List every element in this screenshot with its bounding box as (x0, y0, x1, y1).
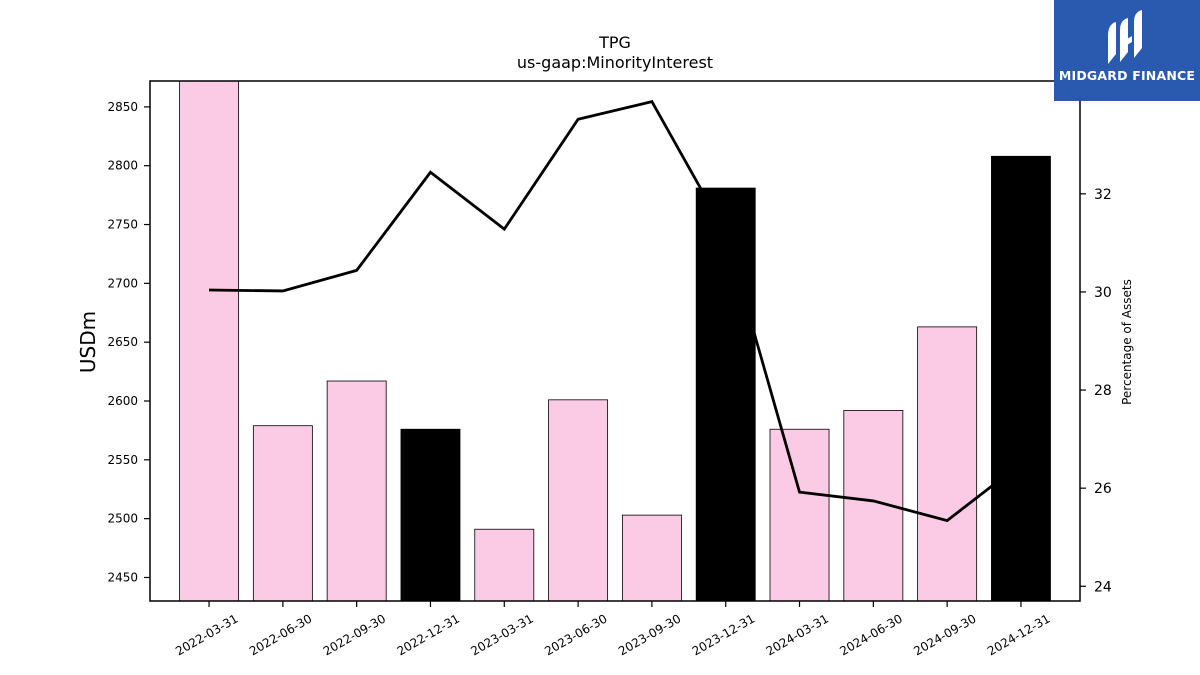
bar (252, 425, 313, 602)
bar (548, 399, 609, 602)
x-tick-label: 2023-06-30 (542, 611, 609, 658)
y-tick-label: 2750 (107, 218, 138, 232)
chart-title: TPG (598, 33, 631, 52)
y-tick-label: 2800 (107, 159, 138, 173)
bar (621, 514, 682, 602)
bar (400, 428, 461, 602)
y2-tick-label: 24 (1094, 579, 1112, 595)
y-tick-label: 2500 (107, 512, 138, 526)
bar (474, 528, 535, 602)
y-tick-label: 2450 (107, 570, 138, 584)
y-tick-label: 2650 (107, 335, 138, 349)
plot-frame (149, 80, 1081, 602)
y-tick-label: 2850 (107, 100, 138, 114)
logo-text: MIDGARD FINANCE (1058, 68, 1196, 83)
percentage-line (209, 99, 1022, 523)
x-tick-label: 2024-12-31 (985, 611, 1052, 658)
x-tick-label: 2022-06-30 (247, 611, 314, 658)
x-tick-label: 2022-12-31 (395, 611, 462, 658)
y2-axis-label: Percentage of Assets (1120, 279, 1134, 405)
bar (695, 187, 756, 602)
bar (179, 80, 239, 602)
bar (769, 428, 830, 602)
x-tick-label: 2023-12-31 (690, 611, 757, 658)
y-tick-label: 2600 (107, 394, 138, 408)
y2-tick-label: 32 (1094, 187, 1112, 203)
y-tick-label: 2550 (107, 453, 138, 467)
midgard-logo-icon (1108, 10, 1142, 64)
x-tick-label: 2024-03-31 (764, 611, 831, 658)
y-tick-label: 2700 (107, 276, 138, 290)
brand-logo: MIDGARD FINANCE (1054, 0, 1200, 101)
chart-subtitle: us-gaap:MinorityInterest (517, 53, 713, 72)
y2-tick-label: 30 (1094, 285, 1112, 301)
x-tick-label: 2024-06-30 (837, 611, 904, 658)
y2-tick-label: 26 (1094, 481, 1112, 497)
x-tick-label: 2022-09-30 (321, 611, 388, 658)
x-tick-label: 2023-09-30 (616, 611, 683, 658)
x-tick-label: 2023-03-31 (468, 611, 535, 658)
y-axis-label: USDm (76, 311, 100, 373)
bar (991, 155, 1051, 602)
bar (326, 380, 387, 602)
bar (917, 326, 978, 602)
y2-tick-label: 28 (1094, 383, 1112, 399)
x-tick-label: 2024-09-30 (911, 611, 978, 658)
x-tick-label: 2022-03-31 (173, 611, 240, 658)
